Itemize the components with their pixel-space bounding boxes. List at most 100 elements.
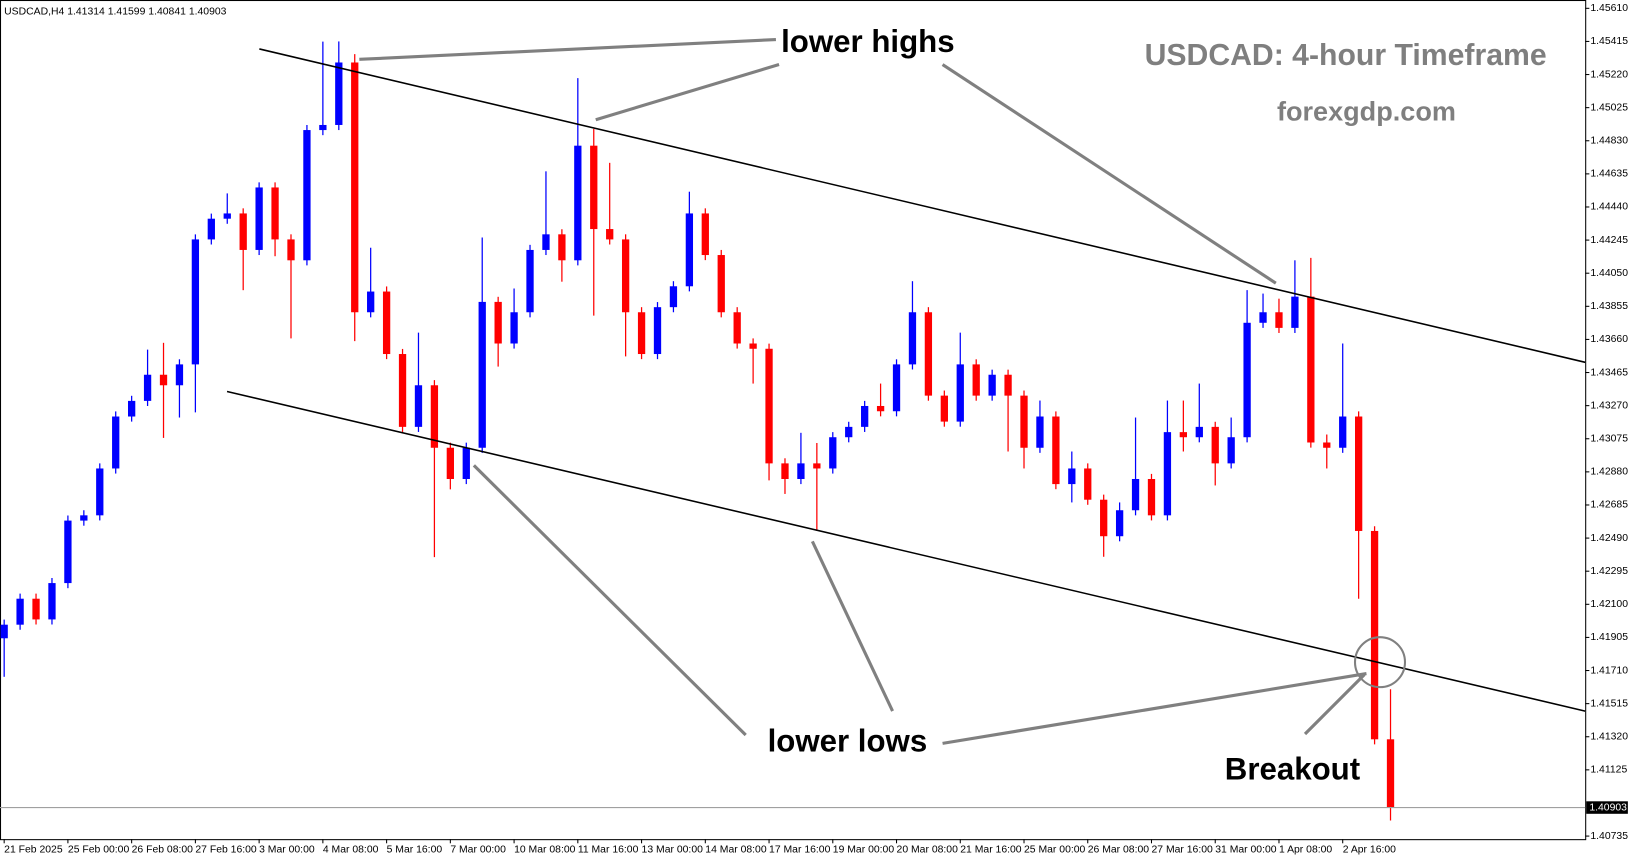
- candle-body: [781, 463, 789, 479]
- y-tick-label: 1.44440: [1590, 202, 1628, 213]
- candle-body: [271, 187, 279, 240]
- y-tick-label: 1.44830: [1590, 136, 1628, 147]
- x-tick-label: 25 Feb 00:00: [68, 844, 130, 855]
- candle-body: [0, 624, 8, 639]
- candle-body: [175, 364, 184, 386]
- x-tick-label: 2 Apr 16:00: [1343, 844, 1396, 855]
- candle-body: [1370, 530, 1379, 740]
- x-tick-label: 26 Feb 08:00: [132, 844, 194, 855]
- candle-body: [462, 447, 470, 479]
- candle-body: [813, 463, 821, 469]
- candle-body: [80, 515, 88, 521]
- plot-frame: [0, 0, 1587, 841]
- candle-body: [191, 239, 200, 365]
- candle-body: [861, 405, 869, 427]
- candle-body: [653, 307, 662, 355]
- candle-body: [398, 354, 407, 427]
- x-tick-label: 13 Mar 00:00: [642, 844, 704, 855]
- header-value: 1.41314: [67, 6, 105, 17]
- candle-body: [1195, 426, 1203, 438]
- current-price-box: [1586, 801, 1628, 814]
- y-tick-label: 1.42685: [1590, 500, 1628, 511]
- lower-trendline: [226, 390, 1586, 712]
- candle-body: [255, 187, 263, 250]
- candle-body: [733, 312, 741, 344]
- y-tick-label: 1.43855: [1590, 301, 1628, 312]
- candle-body: [637, 312, 646, 355]
- annotation: lower highs: [781, 24, 955, 59]
- candle-body: [1163, 432, 1172, 516]
- annotation-arrow: [941, 63, 1277, 285]
- candle-body: [382, 291, 391, 355]
- header-value: 1.40903: [189, 6, 227, 17]
- y-tick-label: 1.43660: [1590, 334, 1628, 345]
- annotation-arrow: [942, 672, 1367, 745]
- candle-body: [1339, 416, 1347, 448]
- x-tick-label: 17 Mar 16:00: [769, 844, 831, 855]
- x-tick-label: 11 Mar 16:00: [578, 844, 639, 855]
- candle-body: [749, 343, 757, 349]
- candle-body: [414, 385, 423, 427]
- y-tick-label: 1.45415: [1590, 36, 1628, 47]
- candle-body: [829, 437, 837, 469]
- y-tick-label: 1.43075: [1590, 434, 1628, 445]
- annotation-arrow: [595, 63, 780, 122]
- x-tick-label: 10 Mar 08:00: [514, 844, 576, 855]
- x-tick-label: 3 Mar 00:00: [259, 844, 315, 855]
- y-tick-label: 1.45610: [1590, 3, 1628, 14]
- candle-body: [303, 130, 311, 261]
- candle-body: [988, 374, 996, 396]
- candle-body: [112, 416, 120, 469]
- candle-body: [96, 468, 104, 516]
- candle-body: [446, 447, 454, 479]
- y-tick-label: 1.43465: [1590, 367, 1628, 378]
- candle-body: [1179, 432, 1188, 438]
- candle-body: [542, 234, 550, 250]
- candle-body: [1115, 510, 1124, 537]
- x-tick-label: 4 Mar 08:00: [323, 844, 379, 855]
- y-tick-label: 1.42880: [1590, 467, 1628, 478]
- candle-body: [351, 62, 359, 313]
- candle-body: [1100, 499, 1108, 537]
- candle-body: [1084, 468, 1092, 500]
- candle-body: [1004, 374, 1012, 396]
- annotation-arrow: [1303, 673, 1366, 736]
- candle-body: [367, 291, 375, 313]
- candle-body: [287, 239, 295, 261]
- candle-body: [526, 249, 534, 313]
- candle-body: [494, 301, 502, 344]
- candle-body: [1259, 312, 1267, 323]
- x-tick-label: 21 Mar 16:00: [960, 844, 1022, 855]
- y-tick-label: 1.42295: [1590, 566, 1628, 577]
- y-tick-label: 1.42490: [1590, 533, 1628, 544]
- candle-body: [940, 395, 948, 422]
- candle-body: [1036, 416, 1044, 448]
- y-tick-label: 1.44050: [1590, 268, 1628, 279]
- candle-body: [1386, 739, 1395, 808]
- y-tick-label: 1.41515: [1590, 698, 1628, 709]
- x-tick-label: 5 Mar 16:00: [387, 844, 443, 855]
- candle-body: [128, 400, 136, 417]
- candle-body: [1275, 312, 1283, 328]
- upper-trendline: [259, 48, 1586, 364]
- x-tick-label: 21 Feb 2025: [4, 844, 63, 855]
- y-tick-label: 1.40735: [1590, 831, 1628, 842]
- candle-body: [797, 463, 805, 479]
- candle-body: [924, 312, 933, 396]
- candle-body: [510, 312, 518, 344]
- candle-body: [590, 145, 598, 230]
- candle-body: [1307, 296, 1315, 443]
- chart-title: USDCAD: 4-hour Timeframe: [1145, 39, 1547, 72]
- candle-body: [239, 213, 247, 250]
- candle-body: [319, 124, 327, 131]
- candle-body: [845, 426, 853, 438]
- candle-body: [16, 598, 24, 625]
- candle-body: [1020, 395, 1028, 448]
- x-tick-label: 27 Feb 16:00: [195, 844, 257, 855]
- x-tick-label: 20 Mar 08:00: [897, 844, 959, 855]
- y-tick-label: 1.43270: [1590, 400, 1628, 411]
- chart-subtitle: forexgdp.com: [1277, 96, 1456, 127]
- candle-body: [64, 520, 72, 584]
- symbol: USDCAD,H4: [4, 6, 64, 17]
